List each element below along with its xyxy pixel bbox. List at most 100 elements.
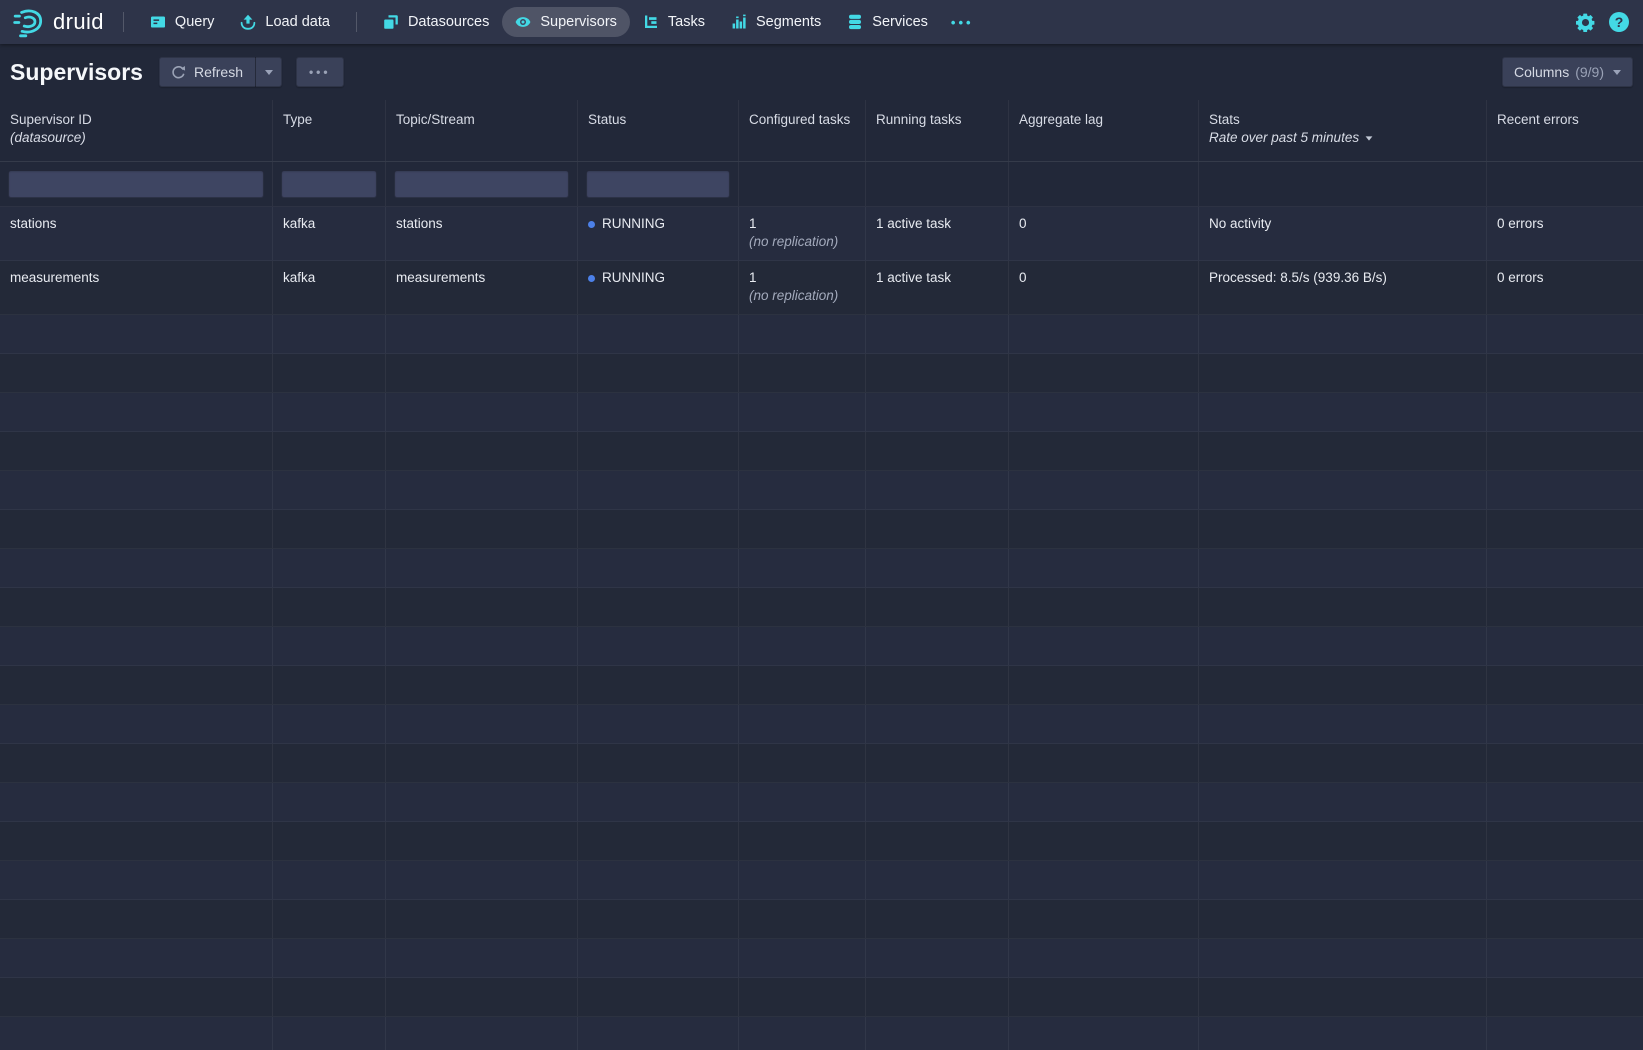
status-running-dot [588, 275, 595, 282]
table-row-empty [0, 861, 1643, 900]
nav-more-button[interactable]: ••• [950, 14, 974, 30]
nav-item-label: Segments [755, 14, 822, 30]
cell-supervisor-id: stations [0, 207, 273, 260]
column-header-recent-errors[interactable]: Recent errors [1487, 100, 1643, 161]
nav-item-datasources[interactable]: Datasources [370, 7, 502, 37]
table-row-measurements[interactable]: measurements kafka measurements RUNNING … [0, 261, 1643, 315]
datasources-icon [384, 15, 398, 29]
table-row-empty [0, 1017, 1643, 1050]
nav-item-supervisors[interactable]: Supervisors [502, 7, 630, 37]
chevron-down-icon [1613, 69, 1621, 75]
nav-item-query[interactable]: Query [137, 7, 228, 37]
gantt-icon [644, 15, 657, 28]
nav-item-services[interactable]: Services [834, 7, 941, 37]
column-header-topic-stream[interactable]: Topic/Stream [386, 100, 578, 161]
filter-status-input[interactable] [586, 170, 730, 198]
refresh-label: Refresh [193, 64, 243, 80]
table-row-empty [0, 666, 1643, 705]
table-row-empty [0, 549, 1643, 588]
cell-recent-errors: 0 errors [1487, 207, 1643, 260]
druid-logo[interactable]: druid [12, 5, 104, 39]
table-row-empty [0, 939, 1643, 978]
table-row-empty [0, 822, 1643, 861]
top-nav: druid Query Load data Datasource [0, 0, 1643, 44]
table-row-empty [0, 900, 1643, 939]
brand-text: druid [53, 9, 104, 34]
eye-icon [515, 17, 531, 27]
table-row-empty [0, 432, 1643, 471]
load-data-icon [241, 14, 256, 30]
header-more-button[interactable]: ••• [295, 57, 344, 87]
column-header-supervisor-id[interactable]: Supervisor ID (datasource) [0, 100, 273, 161]
nav-item-label: Query [174, 14, 215, 30]
nav-item-label: Load data [265, 14, 330, 30]
filter-topic-stream-input[interactable] [394, 170, 569, 198]
column-header-type[interactable]: Type [273, 100, 386, 161]
nav-item-tasks[interactable]: Tasks [630, 7, 718, 37]
nav-item-load-data[interactable]: Load data [227, 7, 343, 37]
supervisors-table: Supervisor ID (datasource) Type Topic/St… [0, 100, 1643, 1050]
table-header-row: Supervisor ID (datasource) Type Topic/St… [0, 100, 1643, 162]
filter-supervisor-id-input[interactable] [8, 170, 264, 198]
cell-configured-tasks: 1 (no replication) [739, 261, 866, 314]
cell-status: RUNNING [578, 261, 739, 314]
nav-divider [122, 12, 124, 32]
cell-status: RUNNING [578, 207, 739, 260]
cell-recent-errors: 0 errors [1487, 261, 1643, 314]
database-icon [849, 14, 862, 30]
cell-running-tasks: 1 active task [866, 207, 1009, 260]
cell-stats: No activity [1199, 207, 1487, 260]
nav-item-label: Supervisors [540, 14, 617, 30]
cell-supervisor-id: measurements [0, 261, 273, 314]
table-row-empty [0, 510, 1643, 549]
settings-button[interactable] [1576, 13, 1595, 32]
refresh-dropdown-button[interactable] [254, 57, 282, 87]
query-icon [150, 16, 165, 28]
status-running-dot [588, 221, 595, 228]
table-row-empty [0, 393, 1643, 432]
cell-topic-stream: measurements [386, 261, 578, 314]
chevron-down-icon [1365, 136, 1373, 141]
column-header-configured-tasks[interactable]: Configured tasks [739, 100, 866, 161]
refresh-icon [172, 65, 186, 78]
chevron-down-icon [264, 69, 273, 75]
page-title: Supervisors [10, 58, 143, 85]
cell-stats: Processed: 8.5/s (939.36 B/s) [1199, 261, 1487, 314]
columns-button[interactable]: Columns (9/9) [1501, 57, 1633, 87]
cell-aggregate-lag: 0 [1009, 261, 1199, 314]
column-header-status[interactable]: Status [578, 100, 739, 161]
table-row-empty [0, 354, 1643, 393]
nav-item-label: Datasources [407, 14, 490, 30]
table-filter-row [0, 162, 1643, 207]
columns-count: (9/9) [1575, 64, 1604, 80]
table-body: stations kafka stations RUNNING 1 (no re… [0, 207, 1643, 1050]
table-row-empty [0, 627, 1643, 666]
table-row-empty [0, 705, 1643, 744]
help-button[interactable]: ? [1609, 12, 1629, 32]
column-header-running-tasks[interactable]: Running tasks [866, 100, 1009, 161]
column-header-stats[interactable]: Stats Rate over past 5 minutes [1199, 100, 1487, 161]
table-row-stations[interactable]: stations kafka stations RUNNING 1 (no re… [0, 207, 1643, 261]
cell-type: kafka [273, 261, 386, 314]
cell-configured-tasks: 1 (no replication) [739, 207, 866, 260]
nav-item-segments[interactable]: Segments [718, 7, 834, 37]
stats-rate-dropdown[interactable]: Rate over past 5 minutes [1209, 129, 1476, 147]
table-row-empty [0, 978, 1643, 1017]
filter-type-input[interactable] [281, 170, 377, 198]
nav-item-label: Services [872, 14, 928, 30]
table-row-empty [0, 471, 1643, 510]
nav-divider [355, 12, 357, 32]
columns-label: Columns [1513, 64, 1570, 80]
bar-chart-icon [732, 14, 746, 29]
column-header-aggregate-lag[interactable]: Aggregate lag [1009, 100, 1199, 161]
cell-type: kafka [273, 207, 386, 260]
table-row-empty [0, 783, 1643, 822]
nav-item-label: Tasks [667, 14, 705, 30]
refresh-button[interactable]: Refresh [159, 57, 255, 87]
refresh-split-button: Refresh [158, 57, 282, 87]
table-row-empty [0, 744, 1643, 783]
cell-aggregate-lag: 0 [1009, 207, 1199, 260]
table-row-empty [0, 315, 1643, 354]
cell-topic-stream: stations [386, 207, 578, 260]
